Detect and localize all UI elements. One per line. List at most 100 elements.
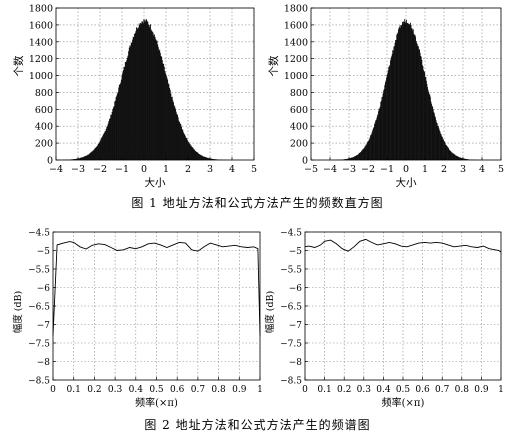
histogram-bar xyxy=(371,133,373,160)
histogram-bar xyxy=(114,101,116,160)
x-tick-label: −2 xyxy=(361,164,375,175)
histogram-bar xyxy=(169,89,171,160)
histogram-bar xyxy=(363,148,365,160)
y-tick-label: −5 xyxy=(289,247,303,257)
histogram-bar xyxy=(84,156,86,160)
histogram-bar xyxy=(446,146,448,160)
histogram-bar xyxy=(125,62,127,160)
histogram-bar xyxy=(445,145,447,160)
histogram-bar xyxy=(428,93,430,160)
histogram-bar xyxy=(346,158,348,160)
histogram-bar xyxy=(191,147,193,160)
histogram-bar xyxy=(153,35,155,160)
histogram-bar xyxy=(364,146,366,160)
histogram-bar xyxy=(441,136,443,160)
histogram-bar xyxy=(369,137,371,160)
histogram-bar xyxy=(194,149,196,160)
histogram-bar xyxy=(445,144,447,160)
histogram-bar xyxy=(427,89,429,160)
histogram-bar xyxy=(136,27,138,160)
histogram-bar xyxy=(159,49,161,160)
histogram-bar xyxy=(367,141,369,160)
x-tick-label: 1 xyxy=(498,385,504,395)
histogram-bar xyxy=(170,93,172,160)
histogram-bar xyxy=(432,109,434,160)
figure-2-charts: 0 0.1 0.2 0.3 0.4 0.5 0.6 0.7 0.8 0.9 1 −4.5 −5 −5.5 −… xyxy=(12,229,504,410)
y-tick-label: −8.5 xyxy=(280,377,302,387)
histogram-bar xyxy=(349,158,351,160)
histogram-bar xyxy=(210,158,211,160)
histogram-bar xyxy=(111,112,113,160)
histogram-bar xyxy=(212,158,214,160)
histogram-bar xyxy=(399,26,401,160)
histogram-bar xyxy=(198,154,200,160)
y-tick-label: 800 xyxy=(35,88,53,99)
histogram-bar xyxy=(205,157,207,160)
histogram-bar xyxy=(437,126,439,160)
histogram-bar xyxy=(433,113,435,160)
spectrum-1: 0 0.1 0.2 0.3 0.4 0.5 0.6 0.7 0.8 0.9 1 −4.5 −5 −5.5 −… xyxy=(12,229,263,410)
histogram-bar xyxy=(192,147,194,160)
histogram-bar xyxy=(363,148,365,160)
histogram-bar xyxy=(102,135,104,160)
histogram-bar xyxy=(141,21,143,160)
histogram-bar xyxy=(83,156,85,160)
histogram-bar xyxy=(74,159,75,160)
histogram-bar xyxy=(386,77,387,160)
histogram-bar xyxy=(346,158,348,160)
histogram-bar xyxy=(350,157,352,160)
histogram-bar xyxy=(198,153,200,160)
histogram-bar xyxy=(427,87,428,160)
histogram-bar xyxy=(163,66,165,160)
series-line xyxy=(304,238,502,253)
histogram-bar xyxy=(447,147,449,160)
histogram-bar xyxy=(360,151,362,160)
histogram-bar xyxy=(451,152,452,160)
histogram-bar xyxy=(347,158,349,160)
histogram-bar xyxy=(145,19,147,160)
histogram-bar xyxy=(413,33,415,160)
y-tick-label: −8.5 xyxy=(28,377,50,387)
histogram-bar xyxy=(391,56,393,161)
histogram-bar xyxy=(176,113,178,160)
histogram-bar xyxy=(129,45,131,160)
histogram-bar xyxy=(157,47,159,160)
histogram-bar xyxy=(87,154,89,160)
y-tick-label: 1000 xyxy=(29,71,53,82)
histogram-bar xyxy=(355,155,357,160)
histogram-bar xyxy=(388,66,390,160)
histogram-bar xyxy=(425,80,427,160)
histogram-bar xyxy=(452,153,454,160)
histogram-bar xyxy=(451,152,453,160)
x-axis-label: 频率(×π) xyxy=(135,396,178,409)
histogram-bar xyxy=(196,151,198,160)
histogram-bar xyxy=(461,158,463,160)
histogram-bar xyxy=(194,150,196,160)
histogram-bar xyxy=(394,46,395,160)
histogram-bar xyxy=(112,109,114,160)
histogram-bar xyxy=(355,155,357,160)
histogram-bar xyxy=(412,30,414,161)
histogram-bar xyxy=(103,132,105,160)
histogram-bar xyxy=(419,49,420,160)
figure-2-caption: 图 2 地址方法和公式方法产生的频谱图 xyxy=(144,418,371,432)
histogram-bar xyxy=(374,124,375,160)
histogram-bar xyxy=(186,139,188,160)
histogram-bar xyxy=(424,77,426,160)
x-tick-label: 0.6 xyxy=(415,385,430,395)
histogram-bar xyxy=(448,148,450,160)
y-axis-label: 个数 xyxy=(267,55,280,76)
histogram-bar xyxy=(377,114,379,160)
histogram-bar xyxy=(126,57,128,160)
x-tick-label: 0.7 xyxy=(435,385,450,395)
y-tick-label: −8 xyxy=(289,358,303,368)
histogram-bar xyxy=(438,128,440,160)
histogram-bar xyxy=(83,156,85,160)
histogram-bar xyxy=(89,152,91,160)
histogram-bar xyxy=(464,158,466,160)
histogram-bar xyxy=(116,95,118,160)
histogram-bar xyxy=(370,135,371,160)
x-tick-label: 0.7 xyxy=(191,385,206,395)
histogram-bar xyxy=(139,25,141,160)
histogram-bar xyxy=(422,66,424,160)
